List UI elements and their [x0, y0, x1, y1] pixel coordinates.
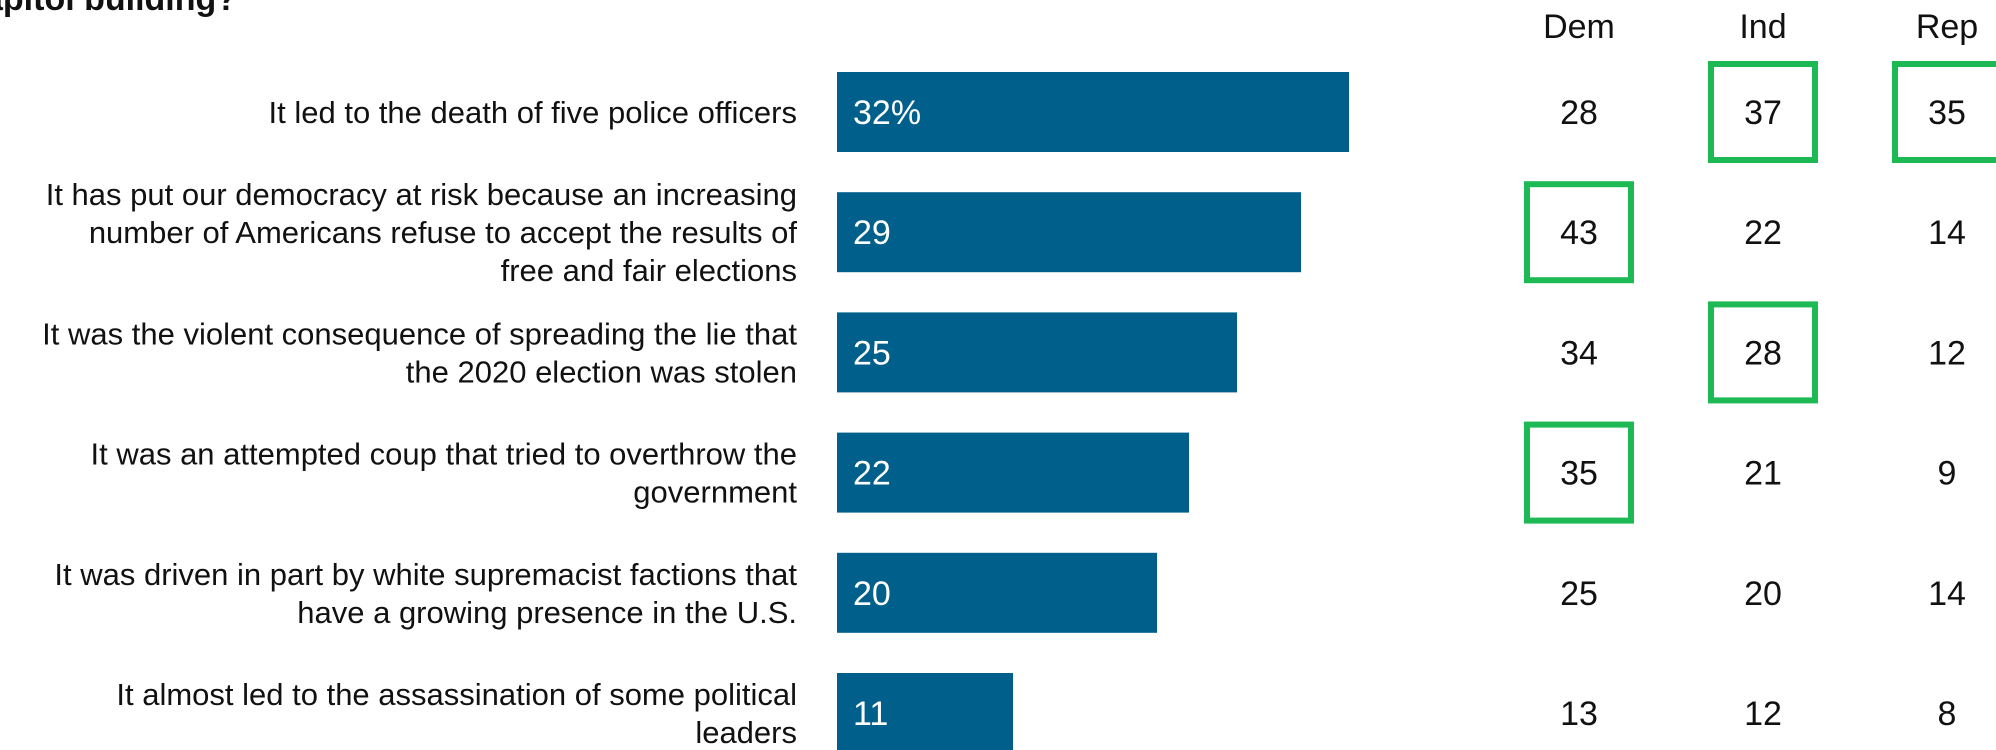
table-cell: 43 — [1560, 214, 1598, 252]
bar-value-label: 29 — [853, 214, 891, 252]
table-cell: 37 — [1744, 94, 1782, 132]
table-cell: 25 — [1560, 575, 1598, 613]
highlight-box — [1892, 61, 1996, 163]
table-cell: 8 — [1938, 695, 1957, 733]
bar-value-label: 22 — [853, 455, 891, 493]
table-cell: 12 — [1744, 695, 1782, 733]
party-table: 28 37 35 43 22 14 34 28 12 35 21 9 25 20 14 13 12 8 Dem Ind… — [1524, 8, 1996, 733]
chart-title: apitol building? — [0, 0, 237, 18]
table-cell: 14 — [1928, 575, 1966, 613]
category-label: number of Americans refuse to accept the… — [89, 215, 798, 250]
category-label: It almost led to the assassination of so… — [116, 677, 797, 712]
category-label: It led to the death of five police offic… — [269, 95, 797, 130]
category-label: It was an attempted coup that tried to o… — [90, 437, 797, 472]
highlight-box — [1708, 301, 1818, 404]
table-cell: 35 — [1560, 455, 1598, 493]
table-cell: 28 — [1560, 94, 1598, 132]
column-header: Rep — [1916, 8, 1978, 46]
category-label: government — [633, 475, 797, 510]
table-cell: 22 — [1744, 214, 1782, 252]
category-label: the 2020 election was stolen — [406, 354, 797, 389]
category-label: It has put our democracy at risk because… — [46, 177, 797, 212]
bars-layer: 32% It led to the death of five police of… — [42, 72, 1349, 750]
highlight-box — [1524, 181, 1634, 284]
bar-value-label: 32% — [853, 94, 921, 132]
category-label: It was driven in part by white supremaci… — [54, 557, 797, 592]
table-cell: 12 — [1928, 334, 1966, 372]
bar — [837, 192, 1301, 273]
category-label: free and fair elections — [501, 253, 797, 288]
table-cell: 13 — [1560, 695, 1598, 733]
bar-value-label: 11 — [853, 695, 888, 733]
bar — [837, 673, 1013, 750]
table-cell: 14 — [1928, 214, 1966, 252]
bar — [837, 552, 1157, 633]
bar — [837, 432, 1189, 513]
bar-value-label: 20 — [853, 575, 891, 613]
category-label: leaders — [695, 715, 797, 750]
table-cell: 20 — [1744, 575, 1782, 613]
table-cell: 28 — [1744, 334, 1782, 372]
column-header: Dem — [1543, 8, 1615, 46]
highlight-box — [1524, 421, 1634, 524]
category-label: have a growing presence in the U.S. — [297, 595, 797, 630]
bar — [837, 72, 1349, 152]
table-cell: 9 — [1938, 455, 1957, 493]
table-cell: 34 — [1560, 334, 1598, 372]
highlight-box — [1708, 61, 1818, 163]
table-cell: 21 — [1744, 455, 1782, 493]
column-header: Ind — [1739, 8, 1786, 46]
bar-value-label: 25 — [853, 334, 891, 372]
category-label: It was the violent consequence of spread… — [42, 316, 797, 351]
table-cell: 35 — [1928, 94, 1966, 132]
bar — [837, 312, 1237, 393]
